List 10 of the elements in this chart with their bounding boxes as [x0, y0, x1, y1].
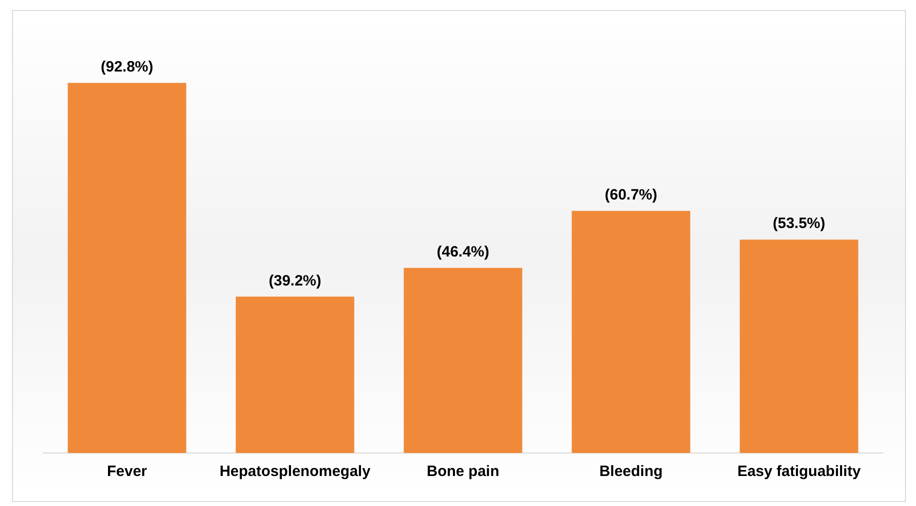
x-tick-label: Fever: [106, 463, 148, 480]
data-label: (60.7%): [604, 186, 658, 204]
data-label: (46.4%): [436, 244, 490, 261]
x-tick-label: Hepatosplenomegaly: [220, 463, 372, 480]
data-label: (92.8%): [100, 58, 154, 76]
data-label: (53.5%): [772, 215, 826, 232]
x-tick-label: Easy fatiguability: [737, 463, 862, 480]
x-tick-label: Bleeding: [599, 463, 663, 480]
x-tick-label: Bone pain: [426, 463, 500, 480]
data-label: (39.2%): [268, 272, 322, 290]
